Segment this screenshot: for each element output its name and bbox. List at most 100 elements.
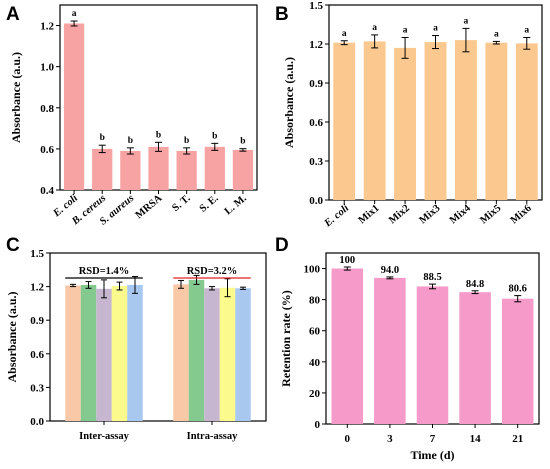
panel-c-bar: [96, 288, 112, 421]
panel-b-ytick-label: 0.3: [309, 156, 323, 168]
panel-d-value-label: 94.0: [381, 265, 399, 276]
panel-d-xlabel: Time (d): [410, 448, 454, 462]
panel-c-bar: [219, 287, 236, 421]
panel-a-significance-label: b: [128, 136, 133, 146]
panel-c-ytick-label: 0.6: [30, 349, 44, 361]
panel-a-letter: A: [6, 4, 20, 25]
panel-a-ytick-label: 1.2: [40, 21, 54, 33]
panel-a-significance-label: a: [72, 9, 77, 19]
panel-d-bar: [501, 298, 534, 424]
panel-c-ylabel: Absorbance (a.u.): [5, 291, 19, 382]
panel-a-ytick-label: 0.4: [40, 185, 54, 197]
panel-b-category-label: Mix3: [417, 203, 442, 226]
panel-b-category-label: Mix6: [509, 203, 534, 226]
panel-d-bar: [416, 286, 449, 424]
panel-a-category-label: S. E.: [198, 193, 221, 215]
panel-c-ytick-label: 0.9: [30, 315, 44, 327]
panel-c-category-label: Inter-assay: [79, 431, 130, 442]
panel-a-significance-label: b: [184, 136, 189, 146]
panel-a-bar: [148, 146, 169, 190]
panel-d-bar: [374, 277, 406, 424]
panel-c-bar: [127, 284, 143, 421]
panel-d-value-label: 100: [339, 255, 355, 266]
panel-c-ytick-label: 1.5: [30, 248, 44, 260]
panel-d-category-label: 0: [345, 433, 351, 445]
panel-a-ytick-label: 1.0: [40, 62, 54, 74]
panel-a-category-label: MRSA: [134, 193, 165, 222]
panel-c-bar: [204, 288, 220, 421]
panel-a-category-label: S. T.: [170, 193, 192, 214]
panel-c-category-label: Intra-assay: [187, 431, 239, 442]
panel-a-ytick-label: 0.8: [40, 103, 54, 115]
panel-b-category-label: Mix5: [478, 203, 503, 226]
panel-b-ytick-label: 1.2: [309, 39, 323, 51]
panel-d-ytick-label: 100: [304, 264, 321, 276]
panel-d-ytick-label: 80: [309, 295, 321, 307]
panel-c-rsd-label: RSD=1.4%: [79, 266, 130, 277]
panel-c-bar: [65, 285, 81, 421]
panel-a-bar: [63, 23, 85, 190]
panel-c-bar: [80, 284, 97, 421]
panel-d-ytick-label: 60: [309, 326, 321, 338]
panel-a-significance-label: b: [240, 137, 245, 147]
panel-d-category-label: 3: [387, 433, 393, 445]
panel-b-category-label: Mix2: [387, 203, 412, 226]
panel-a-significance-label: b: [156, 130, 161, 140]
panel-c-plot-frame: [49, 252, 267, 422]
panel-b-bar: [333, 42, 356, 201]
panel-b-ytick-label: 0.6: [309, 117, 323, 129]
panel-b-ytick-label: 0.9: [309, 78, 323, 90]
panel-b-significance-label: a: [524, 26, 529, 36]
panel-b-category-label: E. coli: [322, 203, 351, 230]
panel-a-bar: [176, 150, 197, 190]
panel-a-bar: [232, 149, 254, 190]
panel-b-significance-label: a: [342, 29, 347, 39]
panel-d-category-label: 21: [512, 433, 523, 445]
panel-b-ylabel: Absorbance (a.u.): [282, 57, 296, 148]
panel-b-bar: [394, 47, 417, 201]
panel-a-bar: [204, 146, 225, 190]
panel-d-value-label: 80.6: [509, 284, 527, 295]
panel-b-significance-label: a: [372, 23, 377, 33]
panel-b-significance-label: a: [403, 26, 408, 36]
panel-c-bar: [111, 286, 128, 421]
panel-d-category-label: 7: [430, 433, 436, 445]
panel-b-bar: [515, 43, 538, 200]
panel-d-letter: D: [275, 235, 289, 256]
panel-d-ytick-label: 20: [309, 388, 321, 400]
panel-b-ytick-label: 0.0: [309, 195, 323, 207]
panel-a-category-label: L. M.: [223, 193, 249, 218]
panel-a-bar: [92, 148, 113, 190]
panel-b-letter: B: [275, 4, 289, 25]
panel-d-value-label: 88.5: [423, 272, 441, 283]
panel-c-bar: [173, 284, 189, 421]
panel-b-bar: [424, 42, 447, 200]
panel-c-ytick-label: 0.3: [30, 382, 44, 394]
panel-b-significance-label: a: [494, 29, 499, 39]
panel-d-ytick-label: 0: [315, 419, 321, 431]
panel-d-bar: [459, 292, 491, 424]
panel-a-significance-label: b: [212, 131, 217, 141]
panel-a-bar: [120, 150, 141, 190]
panel-b-category-label: Mix4: [448, 202, 474, 226]
panel-b-bar: [485, 42, 508, 201]
panel-d-ylabel: Retention rate (%): [279, 290, 293, 387]
panel-c-ytick-label: 1.2: [30, 282, 44, 294]
panel-b-category-label: Mix1: [357, 203, 382, 226]
panel-b-bar: [454, 40, 477, 200]
panel-b-significance-label: a: [464, 16, 469, 26]
panel-a-significance-label: b: [100, 133, 105, 143]
panel-c-letter: C: [6, 235, 20, 256]
panel-d-category-label: 14: [470, 433, 482, 445]
panel-d-bar: [331, 268, 364, 424]
panel-a-ytick-label: 0.6: [40, 144, 54, 156]
panel-d-value-label: 84.8: [466, 279, 484, 290]
panel-d-ytick-label: 40: [309, 357, 321, 369]
panel-a-ylabel: Absorbance (a.u.): [9, 52, 23, 143]
panel-b-bar: [363, 41, 386, 201]
panel-b-ytick-label: 1.5: [309, 0, 323, 12]
panel-c-ytick-label: 0.0: [30, 416, 44, 428]
panel-b-significance-label: a: [433, 24, 438, 34]
panel-c-rsd-label: RSD=3.2%: [187, 266, 238, 277]
